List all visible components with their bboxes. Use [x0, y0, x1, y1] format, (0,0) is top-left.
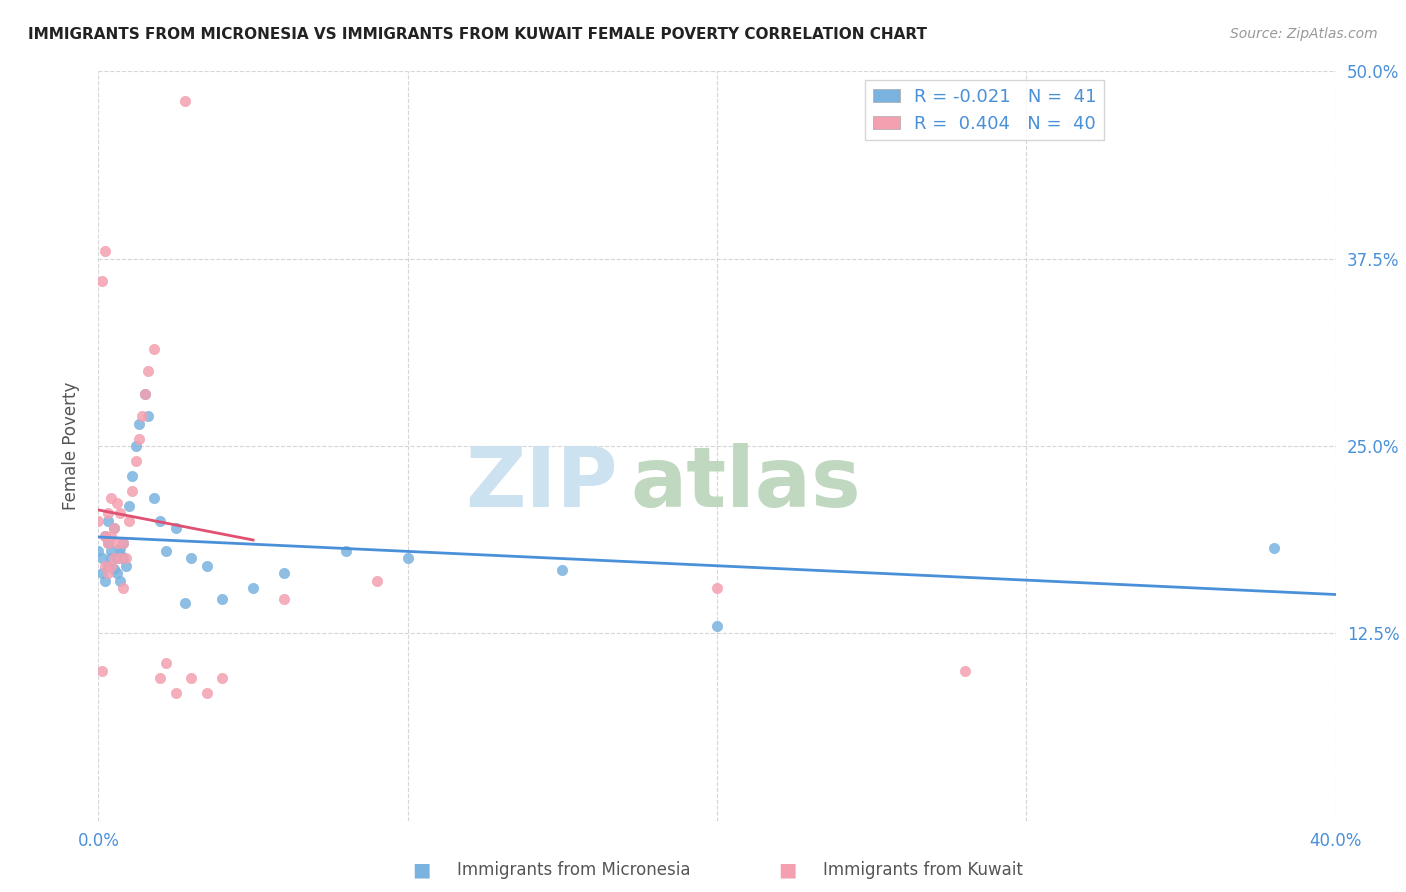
Point — [195, 686, 218, 700]
Point — [335, 544, 357, 558]
Point — [149, 514, 172, 528]
Point — [100, 529, 122, 543]
Legend: R = -0.021   N =  41, R =  0.404   N =  40: R = -0.021 N = 41, R = 0.404 N = 40 — [866, 80, 1104, 140]
Point — [124, 454, 146, 468]
Point — [103, 521, 125, 535]
Point — [108, 574, 131, 588]
Point — [143, 491, 166, 506]
Point — [97, 536, 120, 550]
Point — [87, 514, 110, 528]
Point — [93, 244, 115, 259]
Point — [211, 671, 233, 685]
Point — [115, 551, 138, 566]
Point — [128, 417, 150, 431]
Point — [108, 551, 131, 566]
Point — [273, 566, 295, 581]
Point — [366, 574, 388, 588]
Point — [165, 521, 187, 535]
Point — [118, 499, 141, 513]
Point — [112, 582, 135, 596]
Point — [706, 619, 728, 633]
Point — [1263, 541, 1285, 555]
Text: atlas: atlas — [630, 443, 862, 524]
Point — [112, 536, 135, 550]
Point — [149, 671, 172, 685]
Point — [108, 547, 131, 561]
Point — [180, 551, 202, 566]
Point — [143, 342, 166, 356]
Point — [90, 664, 112, 678]
Point — [551, 563, 574, 577]
Text: Immigrants from Kuwait: Immigrants from Kuwait — [823, 861, 1022, 879]
Point — [136, 409, 159, 423]
Point — [97, 507, 120, 521]
Y-axis label: Female Poverty: Female Poverty — [62, 382, 80, 510]
Text: ■: ■ — [778, 860, 797, 880]
Point — [124, 439, 146, 453]
Point — [706, 582, 728, 596]
Point — [195, 558, 218, 573]
Point — [105, 551, 128, 566]
Point — [242, 582, 264, 596]
Point — [136, 364, 159, 378]
Point — [100, 491, 122, 506]
Point — [103, 562, 125, 576]
Point — [180, 671, 202, 685]
Point — [105, 566, 128, 581]
Point — [953, 664, 976, 678]
Point — [105, 496, 128, 510]
Point — [97, 536, 120, 550]
Point — [90, 566, 112, 581]
Point — [155, 657, 177, 671]
Point — [100, 551, 122, 566]
Point — [108, 541, 131, 555]
Point — [121, 469, 143, 483]
Point — [93, 529, 115, 543]
Point — [93, 529, 115, 543]
Point — [97, 558, 120, 573]
Point — [93, 574, 115, 588]
Point — [273, 591, 295, 606]
Text: Immigrants from Micronesia: Immigrants from Micronesia — [457, 861, 690, 879]
Text: ■: ■ — [412, 860, 432, 880]
Text: IMMIGRANTS FROM MICRONESIA VS IMMIGRANTS FROM KUWAIT FEMALE POVERTY CORRELATION : IMMIGRANTS FROM MICRONESIA VS IMMIGRANTS… — [28, 27, 927, 42]
Point — [121, 483, 143, 498]
Point — [103, 521, 125, 535]
Point — [97, 566, 120, 581]
Text: ZIP: ZIP — [465, 443, 619, 524]
Point — [87, 544, 110, 558]
Point — [112, 551, 135, 566]
Point — [134, 386, 156, 401]
Point — [90, 551, 112, 566]
Point — [174, 596, 197, 610]
Text: Source: ZipAtlas.com: Source: ZipAtlas.com — [1230, 27, 1378, 41]
Point — [211, 591, 233, 606]
Point — [112, 536, 135, 550]
Point — [118, 514, 141, 528]
Point — [108, 507, 131, 521]
Point — [90, 274, 112, 288]
Point — [97, 514, 120, 528]
Point — [165, 686, 187, 700]
Point — [174, 95, 197, 109]
Point — [100, 558, 122, 573]
Point — [134, 386, 156, 401]
Point — [155, 544, 177, 558]
Point — [396, 551, 419, 566]
Point — [93, 558, 115, 573]
Point — [100, 544, 122, 558]
Point — [131, 409, 153, 423]
Point — [128, 432, 150, 446]
Point — [115, 558, 138, 573]
Point — [105, 536, 128, 550]
Point — [103, 551, 125, 566]
